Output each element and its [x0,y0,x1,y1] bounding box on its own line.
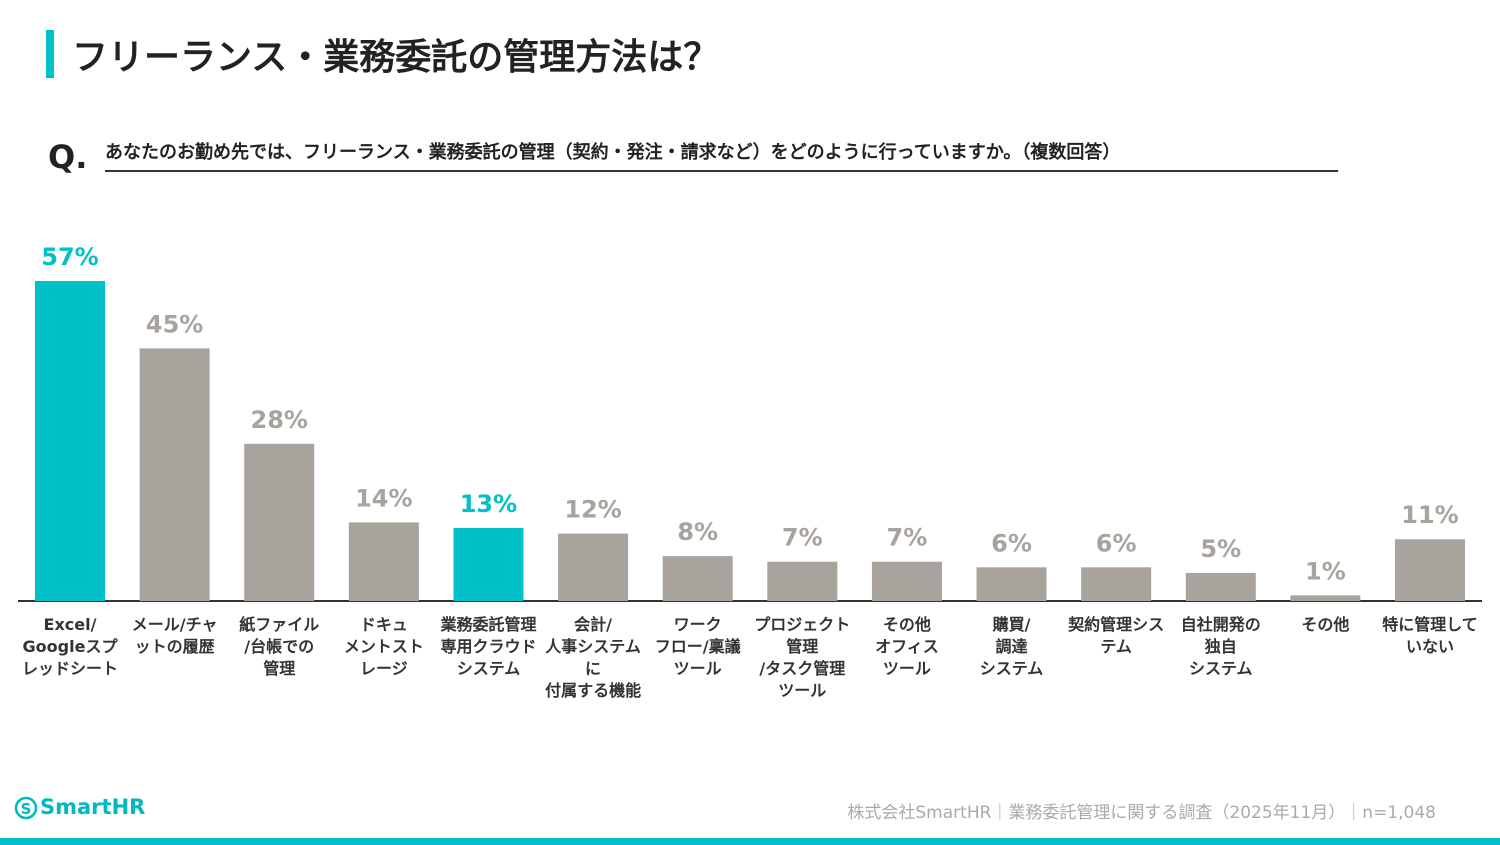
category-label: 購買/ 調達 システム [979,615,1044,678]
value-label: 6% [991,529,1032,557]
bar [244,443,315,601]
logo: SmartHR [40,795,146,819]
category-label: プロジェクト管理 /タスク管理 ツール [754,615,851,700]
question: あなたのお勤め先では、フリーランス・業務委託の管理（契約・発注・請求など）をどの… [105,138,1338,172]
bar [35,281,105,601]
category-label: Excel/ Googleスプレッドシート [22,615,119,678]
value-label: 45% [146,310,203,338]
value-label: 5% [1200,535,1241,563]
source: 株式会社SmartHR｜業務委託管理に関する調査（2025年11月）｜n=1,0… [847,803,1436,823]
bar [871,561,942,601]
category-label: 自社開発の 独自 システム [1180,615,1261,678]
bar [662,556,733,601]
bar [1290,595,1361,601]
category-label: ワーク フロー/稟議 ツール [654,615,741,678]
category-label: 契約管理システム [1068,615,1165,656]
logo-icon-s: S [21,800,32,818]
category-label: 業務委託管理専用クラウドシステム [440,615,537,678]
q-mark: Q. [48,138,88,176]
category-label: 紙ファイル /台帳での 管理 [239,615,320,678]
value-label: 14% [355,484,412,512]
value-label: 28% [251,406,308,434]
title: フリーランス・業務委託の管理方法は？ [72,37,720,78]
bar [348,522,419,601]
bar [976,567,1047,601]
value-label: 8% [677,518,718,546]
value-label: 12% [564,496,621,524]
value-label: 13% [460,490,517,518]
bar [139,348,210,601]
bottom-stripe [0,838,1500,845]
category-label: メール/チャットの履歴 [131,615,218,656]
logo-icon [14,796,38,820]
value-label: 7% [782,524,823,552]
title-accent [46,30,54,78]
category-label: ドキュ メントスト レージ [343,615,424,678]
bar [767,561,838,601]
category-label: その他 オフィス ツール [875,615,939,678]
value-label: 57% [41,243,98,271]
bar [558,533,629,601]
category-label: その他 [1301,615,1350,634]
bar [1395,539,1465,601]
value-label: 6% [1096,529,1137,557]
value-label: 1% [1305,557,1346,585]
value-label: 7% [887,524,928,552]
bar [1081,567,1152,601]
bar [1185,572,1256,601]
category-label: 特に管理して いない [1382,615,1478,656]
bar [453,528,524,601]
value-label: 11% [1401,501,1458,529]
category-label: 会計/ 人事システムに 付属する機能 [545,615,642,700]
